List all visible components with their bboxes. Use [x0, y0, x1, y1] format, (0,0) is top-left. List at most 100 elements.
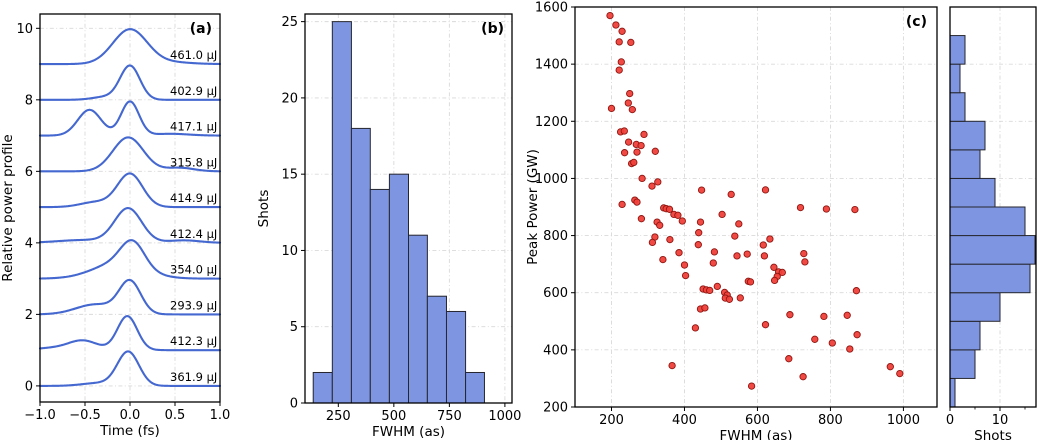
- power-profile-curve: [38, 172, 222, 209]
- scatter-point: [886, 363, 894, 371]
- side-histogram-bar: [949, 320, 981, 351]
- scatter-point: [761, 321, 770, 329]
- histogram-bar: [312, 371, 333, 404]
- y-tick-label: 0: [25, 379, 33, 394]
- histogram-bar: [445, 310, 467, 404]
- pulse-energy-label: 412.4 µJ: [170, 227, 217, 241]
- power-profile-curve: [38, 64, 222, 101]
- scatter-point: [853, 331, 861, 339]
- scatter-point: [896, 369, 904, 378]
- scatter-point: [637, 141, 645, 150]
- scatter-point: [656, 221, 664, 229]
- scatter-point: [735, 220, 743, 228]
- x-tick-label: −0.5: [69, 408, 101, 423]
- scatter-point: [606, 11, 614, 20]
- side-histogram-bar: [949, 206, 1026, 237]
- panel-c-scatter: 200 400 600 800 1000 200 400 600 800 1000 1200 1400…: [525, 1, 938, 440]
- x-tick-label: 1000: [887, 413, 920, 428]
- x-tick-label: 400: [672, 413, 697, 428]
- pulse-energy-label: 361.9 µJ: [170, 370, 217, 384]
- scatter-point: [628, 105, 636, 114]
- y-tick-label: 200: [543, 401, 568, 416]
- x-tick-label: 1000: [488, 409, 521, 424]
- side-histogram-bar: [949, 63, 961, 94]
- histogram-bar: [408, 234, 428, 404]
- scatter-point: [626, 89, 634, 98]
- scatter-point: [633, 148, 641, 156]
- curves: 461.0 µJ 402.9 µJ 417.1 µJ 315.8 µJ 414.9 µJ…: [38, 28, 222, 387]
- side-histogram-bar: [949, 377, 956, 408]
- y-tick-label: 1600: [535, 1, 568, 16]
- side-histogram-bar: [949, 92, 966, 122]
- pulse-energy-label: 293.9 µJ: [170, 298, 217, 312]
- scatter-point: [801, 258, 809, 266]
- power-profile-curve: [38, 315, 222, 352]
- y-tick-label: 6: [25, 165, 33, 180]
- y-tick-label: 20: [281, 91, 298, 106]
- y-axis-label: Relative power profile: [0, 134, 16, 281]
- y-tick-label: 400: [543, 343, 568, 358]
- pulse-energy-label: 461.0 µJ: [170, 48, 217, 62]
- points: [606, 11, 904, 390]
- x-axis-label: Time (fs): [99, 423, 160, 439]
- y-tick-label: 25: [281, 15, 298, 30]
- axes-spines: [949, 6, 1037, 408]
- power-profile-curve: [38, 207, 222, 244]
- scatter-point: [691, 324, 700, 332]
- scatter-point: [800, 249, 808, 258]
- scatter-point: [640, 130, 648, 139]
- y-tick-label: 5: [290, 320, 298, 335]
- scatter-point: [681, 271, 690, 280]
- histogram-bar: [350, 127, 371, 404]
- scatter-point: [615, 66, 623, 74]
- y-tick-label: 15: [281, 168, 298, 183]
- x-tick-label: 0.0: [120, 408, 141, 423]
- bars: [949, 35, 1036, 408]
- power-profile-curve: [38, 28, 222, 66]
- x-tick-label: 10: [992, 413, 1009, 428]
- y-tick-label: 10: [281, 244, 298, 259]
- panel-a-power-profiles: 461.0 µJ 402.9 µJ 417.1 µJ 315.8 µJ 414.9 µJ…: [0, 13, 230, 439]
- power-profile-curve: [38, 350, 222, 387]
- scatter-point: [706, 286, 714, 295]
- scatter-point: [718, 210, 726, 219]
- scatter-point: [822, 205, 831, 213]
- scatter-point: [770, 276, 779, 285]
- scatter-point: [785, 355, 793, 363]
- x-axis-label: Shots: [974, 428, 1012, 440]
- scatter-point: [668, 361, 676, 370]
- panel-b-fwhm-histogram: 250 500 750 1000 0 5 10 15 20 25 FWHM (as) Shots (b): [256, 13, 521, 440]
- histogram-bar: [369, 188, 390, 404]
- y-tick-label: 4: [25, 236, 33, 251]
- scatter-point: [648, 238, 657, 247]
- scatter-point: [733, 252, 741, 260]
- y-tick-label: 800: [543, 229, 568, 244]
- side-histogram-bar: [949, 349, 976, 379]
- scatter-point: [680, 261, 689, 269]
- scatter-point: [843, 311, 851, 319]
- scatter-point: [637, 215, 646, 223]
- x-tick-label: 0: [946, 413, 954, 428]
- scatter-point: [710, 248, 719, 256]
- power-profile-curve: [38, 100, 222, 137]
- y-tick-label: 600: [543, 286, 568, 301]
- scatter-point: [761, 186, 770, 194]
- scatter-point: [675, 249, 683, 257]
- scatter-point: [736, 294, 744, 302]
- scatter-point: [666, 235, 674, 244]
- panel-tag: (c): [906, 14, 927, 30]
- scatter-point: [770, 263, 778, 271]
- scatter-point: [713, 282, 721, 291]
- power-profile-curve: [38, 239, 222, 280]
- scatter-point: [630, 158, 638, 167]
- pulse-energy-label: 402.9 µJ: [170, 84, 217, 98]
- y-tick-label: 0: [290, 397, 298, 412]
- side-histogram-bar: [949, 263, 1031, 294]
- scatter-point: [651, 147, 659, 155]
- y-tick-label: 1400: [535, 58, 568, 73]
- x-tick-label: 200: [599, 413, 624, 428]
- scatter-point: [615, 38, 623, 46]
- scatter-point: [624, 99, 632, 107]
- x-axis-label: FWHM (as): [372, 424, 445, 440]
